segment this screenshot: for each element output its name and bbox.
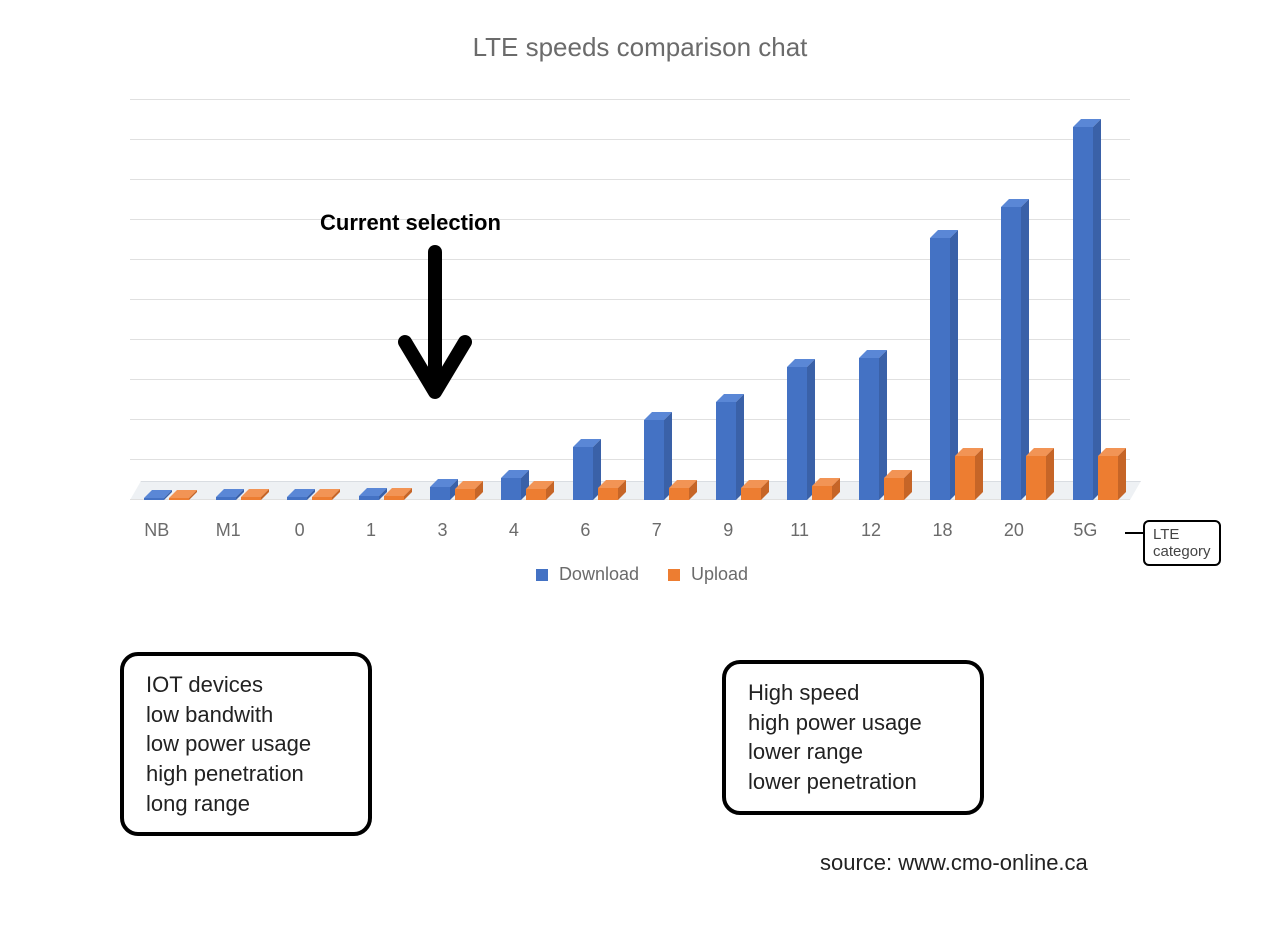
x-axis-label: 20 <box>984 520 1044 541</box>
bar-download <box>1001 207 1021 500</box>
bar-upload <box>241 497 261 500</box>
x-axis-label: 18 <box>913 520 973 541</box>
info-line: low power usage <box>146 729 346 759</box>
x-axis-label: 1 <box>341 520 401 541</box>
bar-download <box>930 238 950 500</box>
axis-label-text: LTE category <box>1153 526 1211 560</box>
bar-upload <box>455 489 475 500</box>
x-axis-label: NB <box>127 520 187 541</box>
x-axis-label: 5G <box>1055 520 1115 541</box>
x-axis-label: 4 <box>484 520 544 541</box>
x-axis-label: M1 <box>198 520 258 541</box>
bar-download <box>359 496 379 500</box>
gridline <box>130 499 1130 500</box>
bar-download <box>859 358 879 500</box>
x-axis-label: 6 <box>555 520 615 541</box>
right-info-box: High speed high power usage lower range … <box>722 660 984 815</box>
gridline <box>130 179 1130 180</box>
x-axis-label: 11 <box>770 520 830 541</box>
bar-upload <box>598 488 618 500</box>
legend-swatch-upload <box>668 569 680 581</box>
legend-swatch-download <box>536 569 548 581</box>
arrow-down-icon <box>390 242 480 412</box>
legend-label-download: Download <box>559 564 639 584</box>
bar-download <box>787 367 807 500</box>
info-line: high power usage <box>748 708 958 738</box>
legend-label-upload: Upload <box>691 564 748 584</box>
bar-download <box>573 447 593 500</box>
bar-upload <box>1026 456 1046 500</box>
gridline <box>130 339 1130 340</box>
gridline <box>130 219 1130 220</box>
bar-download <box>501 478 521 500</box>
gridline <box>130 99 1130 100</box>
x-axis-label: 12 <box>841 520 901 541</box>
bar-download <box>1073 127 1093 500</box>
info-line: long range <box>146 789 346 819</box>
axis-label-connector <box>1125 532 1143 534</box>
x-axis-label: 9 <box>698 520 758 541</box>
info-line: IOT devices <box>146 670 346 700</box>
bar-upload <box>1098 456 1118 500</box>
bar-upload <box>384 496 404 500</box>
info-line: lower penetration <box>748 767 958 797</box>
bar-download <box>287 497 307 500</box>
bar-upload <box>741 488 761 500</box>
bar-upload <box>526 489 546 500</box>
gridline <box>130 299 1130 300</box>
axis-label-box: LTE category <box>1143 520 1221 566</box>
gridline <box>130 379 1130 380</box>
left-info-box: IOT devices low bandwith low power usage… <box>120 652 372 836</box>
bar-upload <box>955 456 975 500</box>
chart-plot <box>130 100 1130 500</box>
info-line: lower range <box>748 737 958 767</box>
page-root: LTE speeds comparison chat LTE category … <box>0 0 1280 928</box>
bar-upload <box>812 486 832 500</box>
bar-upload <box>884 478 904 500</box>
gridline <box>130 259 1130 260</box>
gridline <box>130 139 1130 140</box>
x-axis-label: 7 <box>627 520 687 541</box>
chart-area: LTE category Current selection Download … <box>100 100 1160 530</box>
bar-upload <box>312 497 332 500</box>
chart-title: LTE speeds comparison chat <box>0 32 1280 63</box>
chart-floor <box>130 481 1141 500</box>
source-text: source: www.cmo-online.ca <box>820 850 1088 876</box>
bar-download <box>644 420 664 500</box>
info-line: High speed <box>748 678 958 708</box>
bar-download <box>144 498 164 500</box>
x-axis-label: 3 <box>413 520 473 541</box>
chart-legend: Download Upload <box>100 564 1160 585</box>
bar-upload <box>669 488 689 500</box>
info-line: low bandwith <box>146 700 346 730</box>
bar-download <box>430 487 450 500</box>
bar-download <box>216 497 236 500</box>
info-line: high penetration <box>146 759 346 789</box>
gridline <box>130 419 1130 420</box>
x-axis-label: 0 <box>270 520 330 541</box>
bar-download <box>716 402 736 500</box>
bar-upload <box>169 498 189 500</box>
annotation-label: Current selection <box>320 210 501 236</box>
